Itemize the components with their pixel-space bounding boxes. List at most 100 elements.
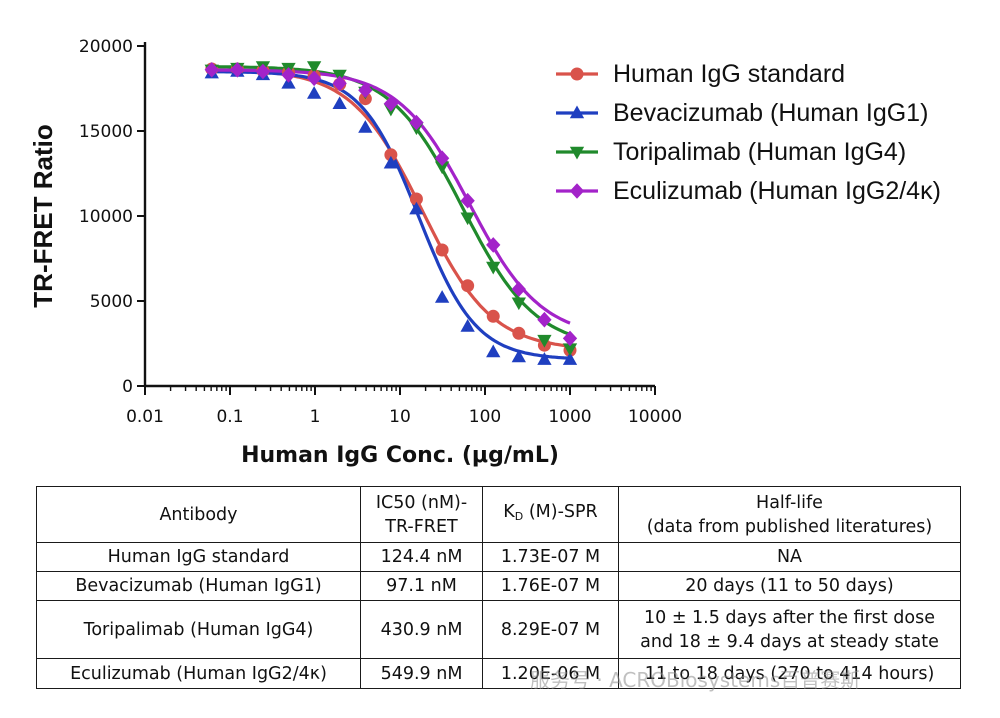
data-point bbox=[383, 96, 399, 112]
header-antibody: Antibody bbox=[36, 486, 361, 543]
cell-halflife: 10 ± 1.5 days after the first dose and 1… bbox=[618, 600, 961, 659]
data-point bbox=[511, 349, 526, 363]
cell-ic50: 124.4 nM bbox=[360, 542, 483, 572]
table-row: Eculizumab (Human IgG2/4κ) 549.9 nM 1.20… bbox=[36, 658, 961, 689]
header-kd: KD (M)-SPR bbox=[482, 486, 619, 543]
data-point bbox=[435, 243, 449, 257]
y-tick-label: 20000 bbox=[79, 37, 133, 57]
x-tick-label: 0.01 bbox=[126, 407, 164, 427]
x-tick-label: 0.1 bbox=[216, 407, 243, 427]
y-tick-label: 0 bbox=[122, 377, 133, 397]
header-kd-rest: (M)-SPR bbox=[523, 502, 598, 522]
cell-antibody: Bevacizumab (Human IgG1) bbox=[36, 571, 361, 601]
legend-label: Bevacizumab (Human IgG1) bbox=[613, 99, 928, 127]
data-point bbox=[486, 344, 501, 358]
results-table: Antibody IC50 (nM)- TR-FRET KD (M)-SPR H… bbox=[36, 486, 961, 689]
legend: Human IgG standard Bevacizumab (Human IgG… bbox=[556, 60, 941, 205]
data-point bbox=[562, 352, 578, 365]
data-point bbox=[511, 297, 526, 311]
data-point bbox=[461, 279, 475, 293]
data-point bbox=[537, 334, 552, 348]
y-tick-label: 10000 bbox=[79, 207, 133, 227]
table-header-row: Antibody IC50 (nM)- TR-FRET KD (M)-SPR H… bbox=[36, 486, 961, 543]
data-point bbox=[332, 96, 347, 109]
header-ic50: IC50 (nM)- TR-FRET bbox=[360, 486, 483, 543]
data-point bbox=[434, 150, 450, 166]
x-tick-label: 1 bbox=[310, 407, 321, 427]
data-point bbox=[358, 82, 373, 98]
data-point bbox=[306, 86, 322, 99]
data-point bbox=[460, 319, 475, 332]
data-point bbox=[383, 155, 399, 169]
cell-kd: 8.29E-07 M bbox=[482, 600, 619, 659]
cell-halflife: 20 days (11 to 50 days) bbox=[618, 571, 961, 601]
table-row: Human IgG standard 124.4 nM 1.73E-07 M N… bbox=[36, 542, 961, 572]
y-axis-title: TR-FRET Ratio bbox=[28, 124, 58, 307]
legend-marker bbox=[570, 67, 584, 81]
cell-antibody: Human IgG standard bbox=[36, 542, 361, 572]
legend-label: Eculizumab (Human IgG2/4κ) bbox=[613, 177, 941, 205]
legend-marker bbox=[569, 183, 585, 199]
data-point bbox=[409, 201, 424, 215]
data-point bbox=[434, 290, 450, 303]
data-point bbox=[255, 63, 271, 80]
data-point bbox=[306, 61, 322, 74]
cell-kd: 1.76E-07 M bbox=[482, 571, 619, 601]
y-tick-label: 15000 bbox=[79, 122, 133, 142]
data-point bbox=[204, 62, 219, 78]
data-point bbox=[537, 311, 552, 328]
legend-marker bbox=[569, 146, 585, 160]
data-point bbox=[409, 192, 423, 206]
data-point bbox=[486, 309, 500, 323]
header-ic50-line2: TR-FRET bbox=[385, 516, 458, 537]
legend-label: Toripalimab (Human IgG4) bbox=[613, 138, 906, 166]
data-point bbox=[512, 326, 526, 340]
data-point bbox=[562, 330, 578, 347]
data-point bbox=[409, 114, 424, 131]
data-point bbox=[384, 148, 398, 162]
data-point bbox=[460, 212, 475, 226]
legend-label: Human IgG standard bbox=[613, 60, 845, 88]
table-row: Bevacizumab (Human IgG1) 97.1 nM 1.76E-0… bbox=[36, 571, 961, 601]
cell-halflife-line1: 10 ± 1.5 days after the first dose bbox=[643, 607, 936, 628]
cell-halflife: 11 to 18 days (270 to 414 hours) bbox=[618, 658, 961, 689]
axes: 0 5000 10000 15000 20000 0.01 0.1 1 10 100 1000 100… bbox=[79, 37, 682, 427]
x-tick-label: 10000 bbox=[628, 407, 682, 427]
legend-marker bbox=[569, 105, 585, 119]
y-tick-label: 5000 bbox=[90, 292, 133, 312]
data-point bbox=[511, 281, 526, 297]
x-axis-title: Human IgG Conc. (μg/mL) bbox=[241, 443, 559, 468]
cell-ic50: 97.1 nM bbox=[360, 571, 483, 601]
data-point bbox=[486, 261, 501, 275]
header-kd-main: K bbox=[503, 502, 515, 522]
header-kd-subscript: D bbox=[514, 510, 524, 523]
data-point bbox=[358, 120, 373, 133]
table-row: Toripalimab (Human IgG4) 430.9 nM 8.29E-… bbox=[36, 600, 961, 659]
data-point bbox=[306, 70, 322, 87]
header-ic50-line1: IC50 (nM)- bbox=[375, 492, 468, 513]
x-tick-label: 100 bbox=[469, 407, 501, 427]
data-point bbox=[537, 352, 552, 365]
data-point bbox=[434, 161, 450, 175]
dose-response-chart: 0 5000 10000 15000 20000 0.01 0.1 1 10 100 1000 100… bbox=[28, 37, 941, 468]
cell-kd: 1.20E-06 M bbox=[482, 658, 619, 689]
cell-ic50: 549.9 nM bbox=[360, 658, 483, 689]
header-halflife-line2: (data from published literatures) bbox=[646, 516, 933, 537]
data-point bbox=[332, 75, 347, 92]
header-halflife-line1: Half-life bbox=[756, 492, 823, 513]
cell-antibody: Toripalimab (Human IgG4) bbox=[36, 600, 361, 659]
cell-ic50: 430.9 nM bbox=[360, 600, 483, 659]
cell-halflife-line2: and 18 ± 9.4 days at steady state bbox=[640, 631, 939, 652]
cell-kd: 1.73E-07 M bbox=[482, 542, 619, 572]
data-points bbox=[204, 61, 578, 365]
x-tick-label: 10 bbox=[389, 407, 411, 427]
data-point bbox=[460, 192, 475, 209]
cell-antibody: Eculizumab (Human IgG2/4κ) bbox=[36, 658, 361, 689]
x-tick-label: 1000 bbox=[548, 407, 591, 427]
data-point bbox=[230, 62, 245, 78]
cell-halflife: NA bbox=[618, 542, 961, 572]
data-point bbox=[562, 343, 578, 357]
data-point bbox=[486, 237, 501, 253]
data-point bbox=[281, 67, 296, 83]
